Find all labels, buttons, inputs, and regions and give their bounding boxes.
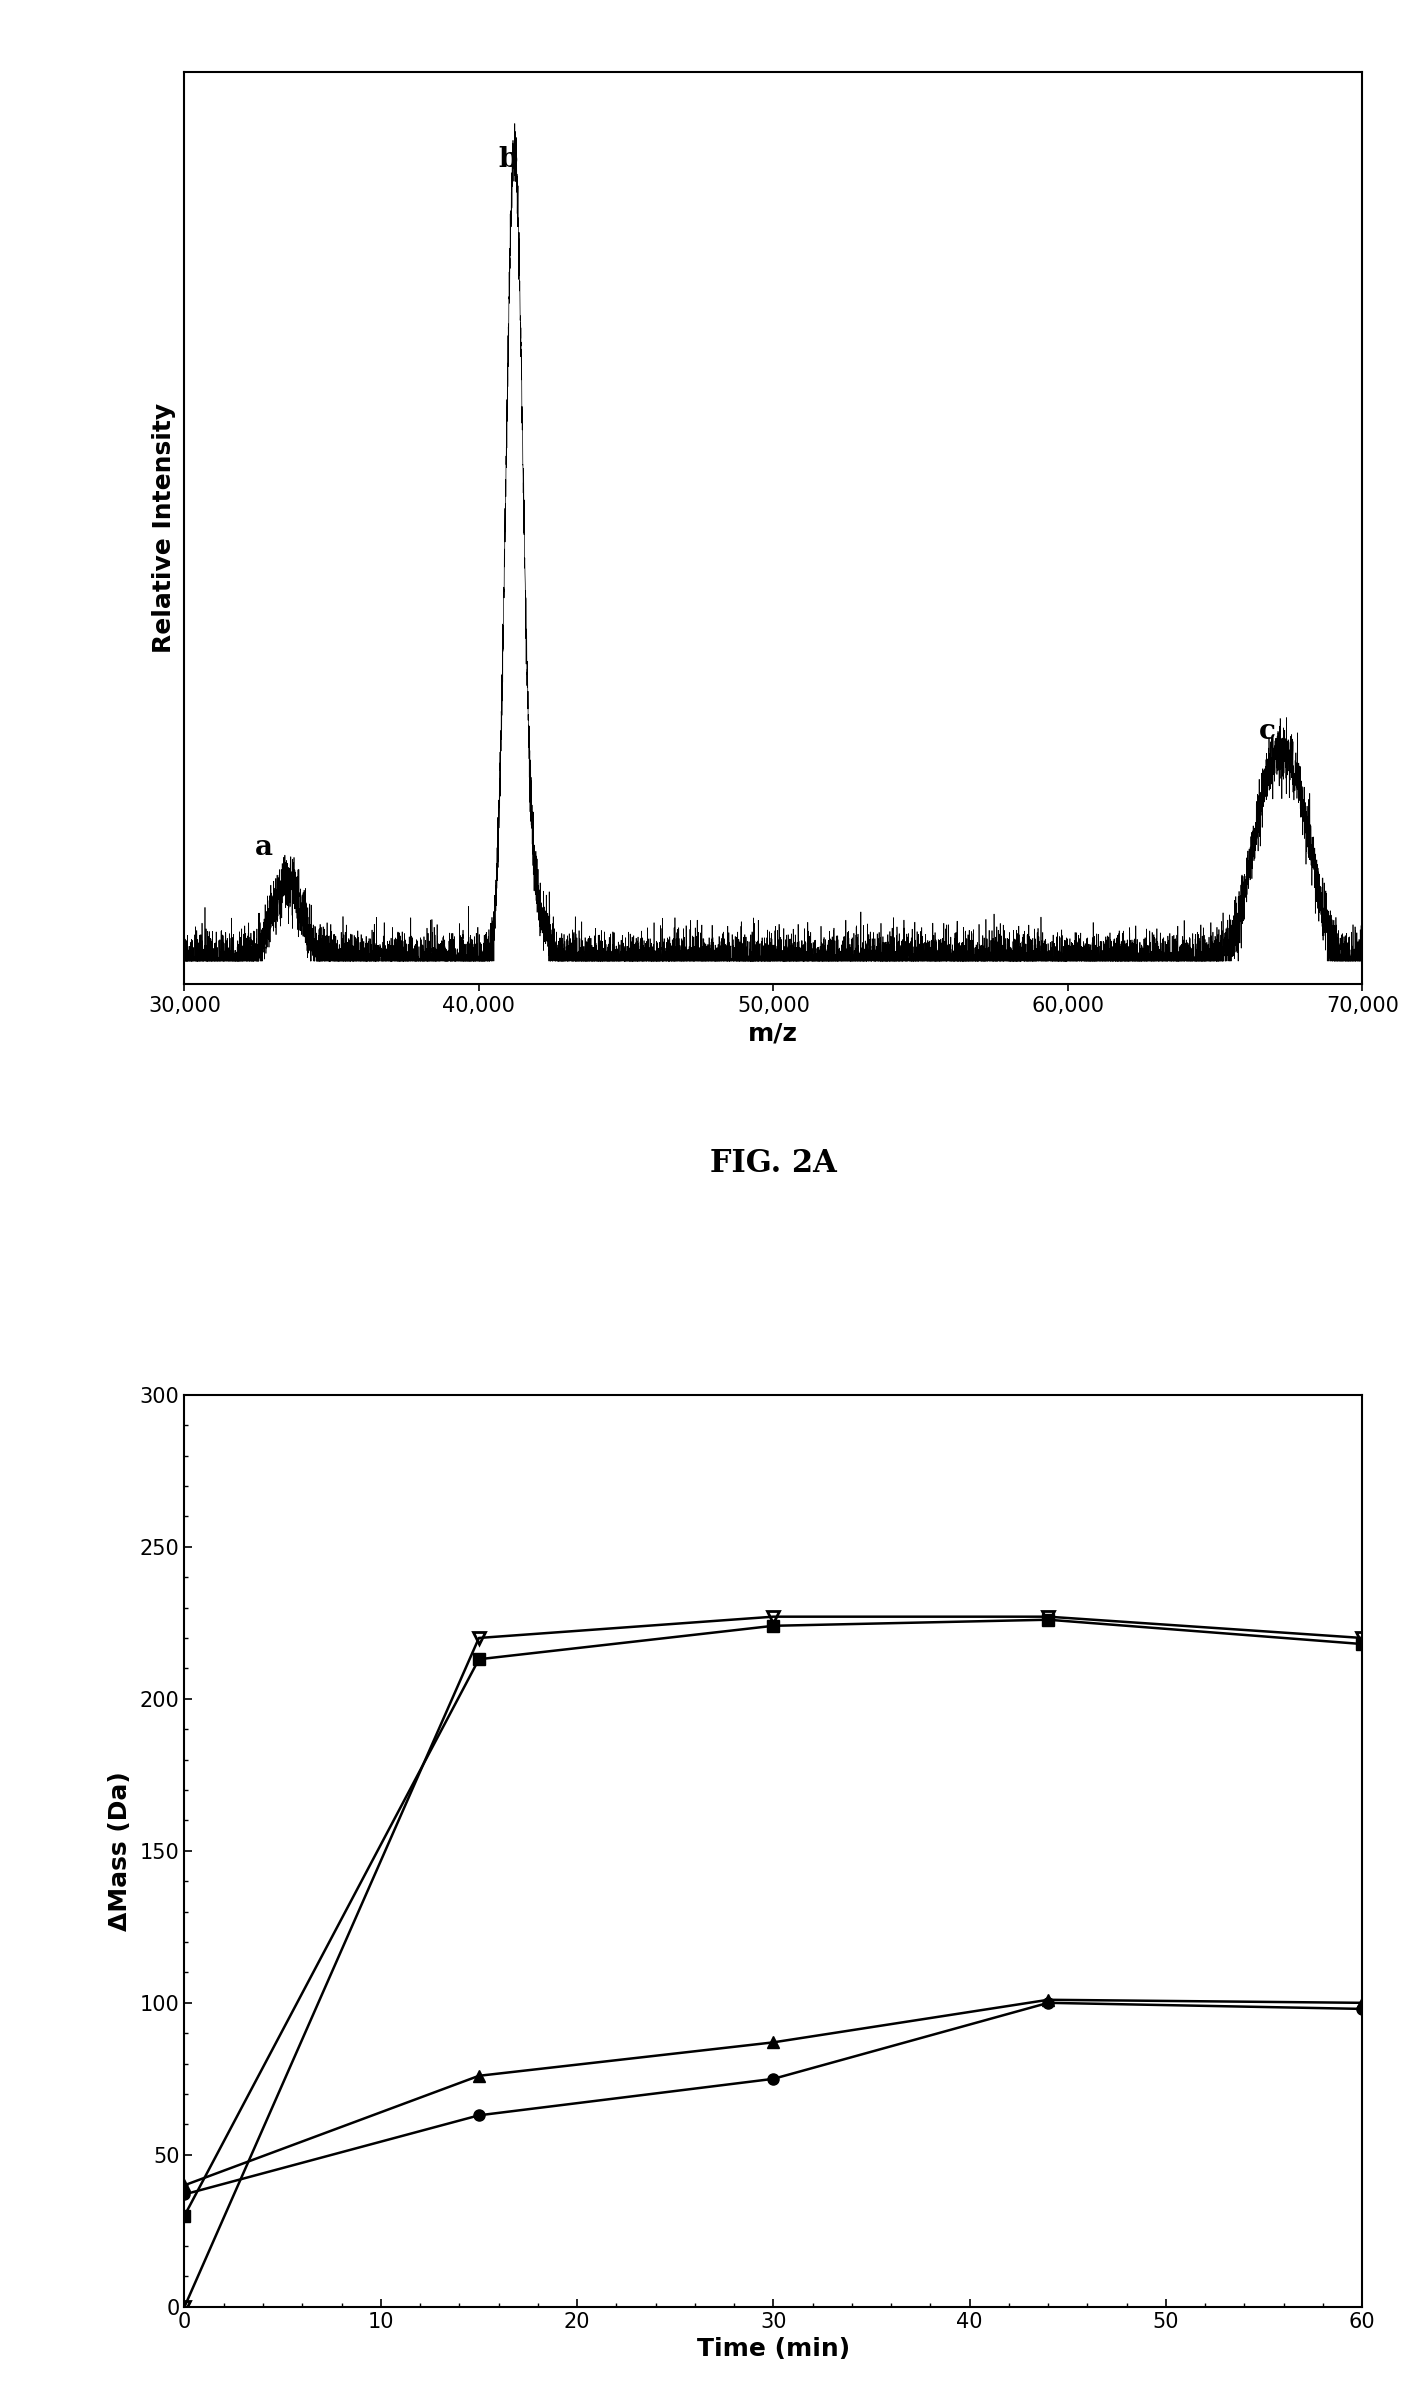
Text: FIG. 2A: FIG. 2A (710, 1149, 837, 1180)
Text: a: a (255, 834, 272, 860)
X-axis label: m/z: m/z (748, 1021, 799, 1045)
X-axis label: Time (min): Time (min) (697, 2338, 850, 2362)
Text: b: b (498, 147, 518, 173)
Text: c: c (1259, 718, 1276, 745)
Y-axis label: ΔMass (Da): ΔMass (Da) (108, 1771, 132, 1930)
Y-axis label: Relative Intensity: Relative Intensity (152, 404, 176, 654)
